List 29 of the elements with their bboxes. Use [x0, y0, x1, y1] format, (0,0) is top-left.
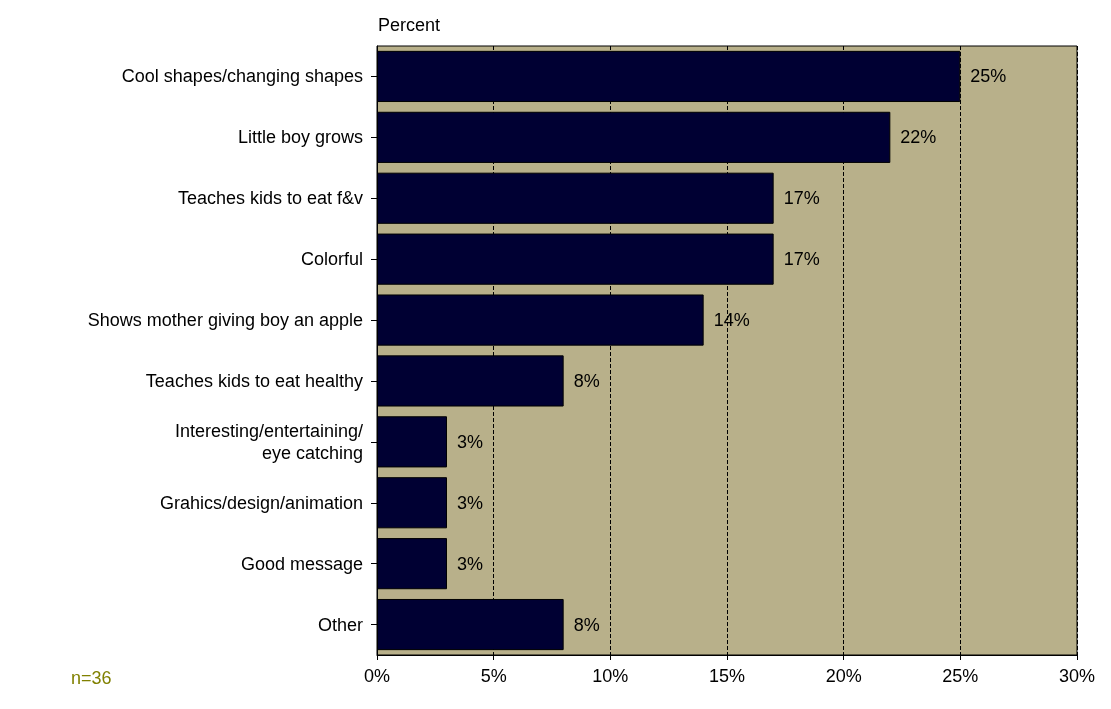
x-tick-label: 30% — [1058, 666, 1096, 686]
data-label: 3% — [457, 492, 484, 513]
y-tick-label: Colorful — [300, 249, 363, 270]
data-label: 22% — [900, 127, 937, 148]
x-tick-label: 25% — [942, 666, 979, 686]
data-label: 8% — [573, 614, 600, 635]
data-label: 25% — [970, 66, 1007, 87]
y-tick-label: Teaches kids to eat healthy — [145, 370, 363, 391]
y-tick-label: Interesting/entertaining/ eye catching — [174, 420, 363, 463]
text: n=36 — [71, 668, 112, 688]
data-label: 17% — [783, 188, 820, 209]
data-label: 14% — [713, 310, 750, 331]
data-label: 17% — [783, 249, 820, 270]
x-tick-label: 0% — [363, 666, 391, 686]
x-tick-label: 5% — [480, 666, 507, 686]
y-tick-label: Cool shapes/changing shapes — [121, 66, 363, 87]
x-tick-label: 20% — [825, 666, 862, 686]
x-tick-label: 10% — [592, 666, 629, 686]
y-tick-label: Shows mother giving boy an apple — [87, 310, 363, 331]
y-tick-label: Other — [317, 614, 363, 635]
y-tick-label: Teaches kids to eat f&v — [177, 188, 363, 209]
y-tick-label: Grahics/design/animation — [159, 492, 363, 513]
y-tick-label: Little boy grows — [237, 127, 363, 148]
x-tick-label: 15% — [708, 666, 746, 686]
data-label: 3% — [457, 553, 484, 574]
data-label: 3% — [457, 431, 484, 452]
x-axis-title: Percent — [378, 15, 441, 35]
y-tick-label: Good message — [240, 553, 363, 574]
data-label: 8% — [573, 370, 600, 391]
